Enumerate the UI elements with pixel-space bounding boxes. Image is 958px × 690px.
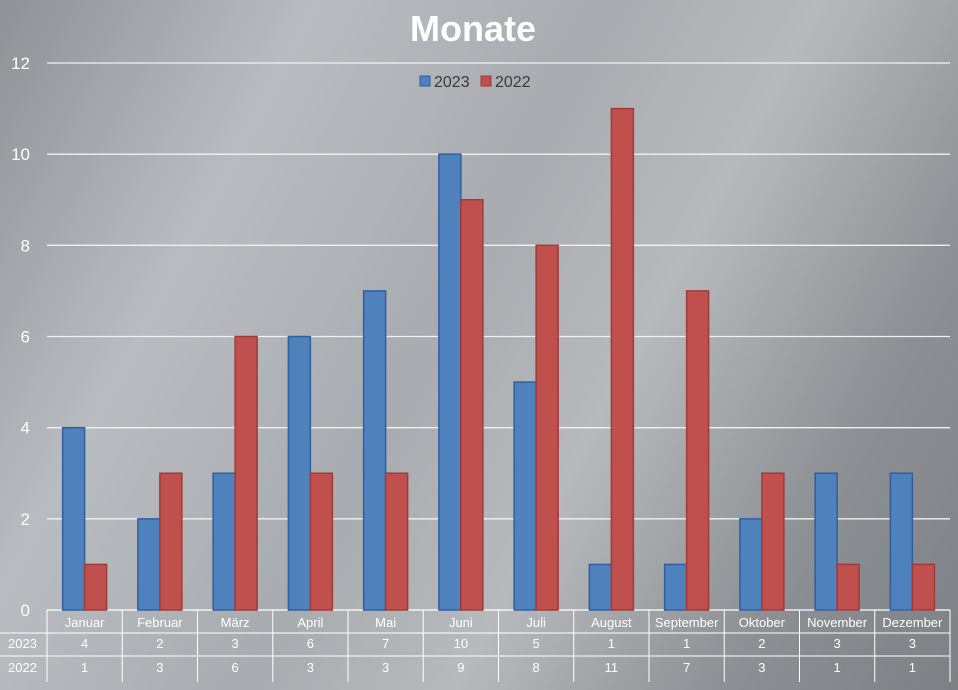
table-cell-2022: 1	[81, 660, 88, 675]
table-row-label-2023: 2023	[8, 636, 37, 651]
table-cell-2023: 1	[608, 636, 615, 651]
bar-2023-August	[588, 563, 613, 611]
bar-2023-Mai	[362, 290, 387, 611]
x-category-label: Juli	[526, 615, 546, 630]
bar-2022-Juli	[535, 244, 559, 611]
bar-2022-November	[836, 563, 860, 611]
x-category-label: Februar	[137, 615, 183, 630]
x-category-label: September	[655, 615, 719, 630]
legend-label-2022: 2022	[495, 74, 531, 91]
table-cell-2022: 3	[758, 660, 765, 675]
x-category-label: August	[591, 615, 632, 630]
table-cell-2023: 7	[382, 636, 389, 651]
table-cell-2022: 1	[909, 660, 916, 675]
bar-2023-Februar	[137, 518, 161, 611]
bar-2023-September	[663, 563, 688, 611]
y-tick-label: 2	[21, 510, 30, 529]
legend-label-2023: 2023	[434, 74, 470, 91]
bar-2023-Juni	[438, 153, 462, 611]
x-category-label: April	[297, 615, 323, 630]
table-row-label-2022: 2022	[8, 660, 37, 675]
bar-2022-Juni	[460, 199, 484, 611]
table-cell-2023: 2	[156, 636, 163, 651]
y-tick-label: 4	[21, 419, 30, 438]
table-cell-2023: 6	[307, 636, 314, 651]
bar-2023-Dezember	[889, 472, 914, 611]
bar-2022-Mai	[384, 472, 409, 611]
x-category-label: Juni	[449, 615, 473, 630]
bar-2023-April	[287, 335, 312, 611]
bar-2023-November	[814, 472, 838, 611]
table-cell-2023: 2	[758, 636, 765, 651]
bar-2022-März	[234, 335, 258, 611]
table-cell-2022: 8	[533, 660, 540, 675]
chart-title: Monate	[410, 8, 536, 49]
table-cell-2023: 3	[834, 636, 841, 651]
table-cell-2022: 6	[232, 660, 239, 675]
legend: 2023 2022	[419, 74, 531, 91]
table-cell-2023: 4	[81, 636, 88, 651]
bar-2022-August	[610, 107, 635, 611]
table-cell-2023: 1	[683, 636, 690, 651]
x-category-label: März	[221, 615, 250, 630]
y-tick-label: 10	[11, 145, 30, 164]
table-cell-2023: 3	[909, 636, 916, 651]
bar-2022-September	[685, 290, 710, 611]
bar-2022-Dezember	[911, 563, 936, 611]
x-category-label: Dezember	[882, 615, 943, 630]
legend-swatch-2022	[480, 75, 492, 87]
bar-2022-Januar	[83, 563, 108, 611]
table-cell-2022: 7	[683, 660, 690, 675]
table-cell-2023: 5	[533, 636, 540, 651]
table-cell-2022: 1	[834, 660, 841, 675]
x-category-label: Januar	[65, 615, 105, 630]
bar-2023-Juli	[513, 381, 537, 611]
y-tick-label: 8	[21, 236, 30, 255]
table-cell-2022: 11	[605, 660, 619, 675]
y-tick-label: 12	[11, 54, 30, 73]
legend-swatch-2023	[419, 75, 431, 87]
x-category-label: Oktober	[739, 615, 786, 630]
table-cell-2023: 3	[232, 636, 239, 651]
bar-2022-Februar	[159, 472, 183, 611]
table-cell-2022: 3	[307, 660, 314, 675]
x-category-label: Mai	[375, 615, 396, 630]
y-tick-label: 0	[21, 601, 30, 620]
y-tick-label: 6	[21, 328, 30, 347]
table-cell-2022: 3	[382, 660, 389, 675]
table-cell-2023: 10	[454, 636, 468, 651]
table-cell-2022: 9	[457, 660, 464, 675]
bar-2023-Januar	[61, 426, 86, 611]
x-category-label: November	[807, 615, 868, 630]
bar-2022-Oktober	[761, 472, 785, 611]
bar-2022-April	[309, 472, 334, 611]
table-cell-2022: 3	[156, 660, 163, 675]
bar-2023-Oktober	[739, 518, 763, 611]
bar-2023-März	[212, 472, 236, 611]
